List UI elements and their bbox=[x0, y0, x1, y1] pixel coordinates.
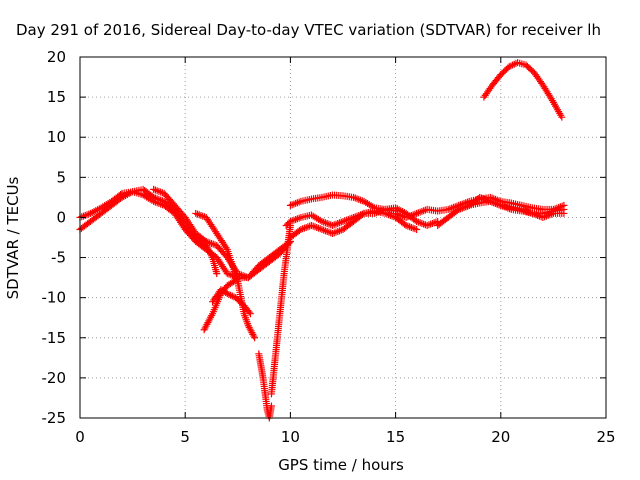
data-point bbox=[359, 211, 367, 219]
data-point bbox=[223, 290, 231, 298]
data-point bbox=[213, 270, 221, 278]
data-point bbox=[510, 60, 518, 68]
y-tick-label: -15 bbox=[42, 329, 67, 347]
data-point bbox=[245, 308, 253, 316]
data-point bbox=[246, 310, 254, 318]
x-tick-label: 15 bbox=[386, 428, 405, 446]
data-point bbox=[267, 402, 275, 410]
x-tick-label: 0 bbox=[75, 428, 85, 446]
data-point bbox=[507, 62, 515, 70]
y-tick-label: 10 bbox=[47, 128, 66, 146]
series-s14 bbox=[480, 59, 566, 121]
data-point bbox=[546, 93, 554, 101]
y-tick-label: -5 bbox=[51, 249, 66, 267]
x-tick-label: 20 bbox=[491, 428, 510, 446]
data-point bbox=[558, 113, 566, 121]
chart-title: Day 291 of 2016, Sidereal Day-to-day VTE… bbox=[16, 21, 601, 39]
data-point bbox=[250, 332, 258, 340]
data-point bbox=[225, 290, 233, 298]
data-point bbox=[560, 209, 568, 217]
y-tick-label: -10 bbox=[42, 289, 67, 307]
axis-ticks bbox=[79, 56, 607, 419]
x-tick-label: 5 bbox=[180, 428, 190, 446]
x-axis-label: GPS time / hours bbox=[278, 456, 404, 474]
series-s6 bbox=[209, 286, 254, 318]
tick-labels: 0 5 10 15 20 25 -25 -20 -15 -10 -5 0 5 10 15 20 bbox=[42, 48, 616, 446]
series-s2 bbox=[76, 188, 242, 282]
data-point bbox=[228, 292, 236, 300]
y-tick-label: 5 bbox=[56, 168, 66, 186]
y-tick-label: 0 bbox=[56, 208, 66, 226]
y-tick-label: -20 bbox=[42, 369, 67, 387]
data-point bbox=[413, 225, 421, 233]
x-tick-label: 10 bbox=[281, 428, 300, 446]
x-tick-label: 25 bbox=[596, 428, 615, 446]
data-point bbox=[505, 63, 513, 71]
data-point bbox=[234, 275, 242, 283]
series-marks bbox=[76, 59, 568, 422]
y-tick-label: 15 bbox=[47, 88, 66, 106]
y-tick-label: -25 bbox=[42, 409, 67, 427]
y-tick-label: 20 bbox=[47, 48, 66, 66]
series-s8 bbox=[267, 221, 294, 398]
plot-frame bbox=[79, 56, 607, 419]
series-s15 bbox=[455, 193, 568, 221]
data-point bbox=[509, 61, 517, 69]
y-axis-label: SDTVAR / TECUs bbox=[4, 176, 22, 299]
data-point bbox=[251, 334, 259, 342]
data-point bbox=[227, 291, 235, 299]
grid bbox=[80, 57, 606, 418]
